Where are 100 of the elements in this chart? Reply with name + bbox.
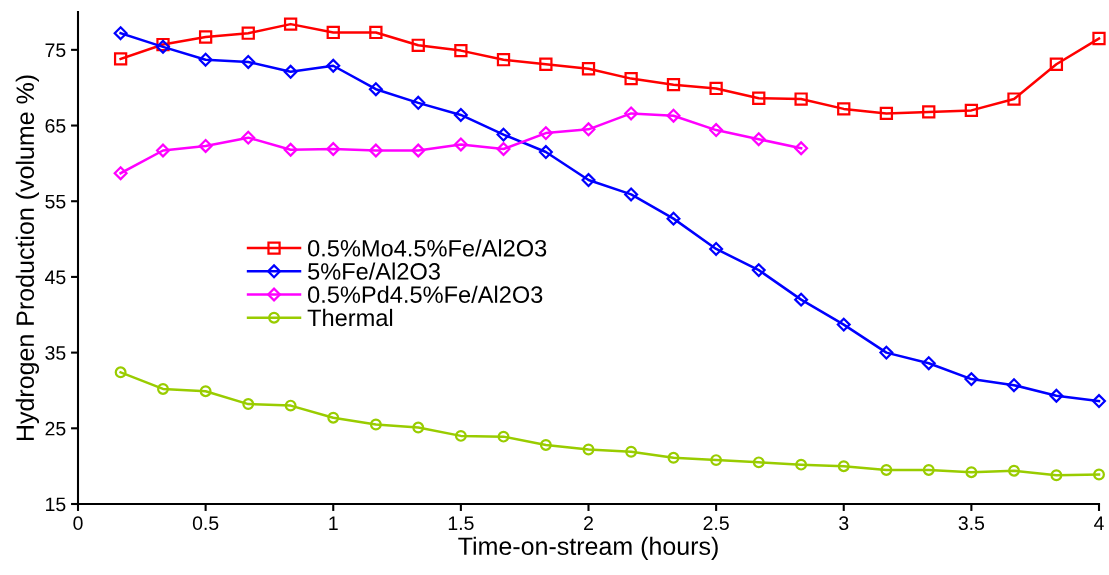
point [710, 454, 723, 467]
legend-label: 5%Fe/Al2O3 [308, 262, 440, 280]
point [327, 411, 340, 424]
point [497, 430, 510, 443]
point [284, 399, 297, 412]
point [795, 458, 808, 471]
point [412, 421, 425, 434]
x-tick-label: 3.5 [958, 516, 985, 531]
point [283, 17, 298, 31]
x-tick-label: 0.5 [192, 516, 219, 531]
point [922, 463, 935, 476]
point [241, 54, 256, 69]
y-axis-title: Hydrogen Production (volume %) [15, 75, 40, 441]
point [921, 356, 936, 371]
point [368, 82, 383, 97]
x-tick-label: 2.5 [703, 516, 729, 531]
point [1093, 468, 1105, 481]
point [283, 64, 298, 79]
point [879, 345, 894, 360]
point [581, 122, 596, 137]
point [1007, 378, 1021, 393]
point [624, 71, 638, 86]
point [411, 95, 426, 110]
point [411, 38, 425, 52]
point [1092, 31, 1106, 46]
point [751, 132, 766, 147]
point [965, 466, 978, 479]
point [751, 263, 766, 278]
point [964, 372, 979, 387]
y-tick-label: 65 [45, 119, 66, 133]
point [496, 127, 511, 142]
point [1049, 57, 1064, 71]
point [113, 26, 128, 41]
point [666, 108, 681, 123]
point [879, 106, 894, 121]
point [496, 142, 511, 157]
point [411, 143, 426, 158]
point [666, 78, 681, 92]
point [113, 166, 128, 181]
point [198, 138, 213, 153]
point [1008, 464, 1020, 477]
y-tick-label: 75 [45, 43, 66, 58]
point [581, 62, 596, 76]
point [582, 443, 595, 456]
x-tick-label: 3 [839, 516, 849, 531]
point [538, 126, 553, 141]
point [496, 53, 511, 67]
point [326, 142, 341, 157]
point [198, 30, 213, 44]
point [880, 463, 893, 476]
point [922, 105, 936, 119]
point [454, 429, 467, 442]
point [368, 143, 383, 158]
y-tick-label: 45 [45, 270, 66, 285]
y-tick-label: 25 [45, 421, 66, 436]
point [539, 57, 553, 71]
x-tick-label: 0 [73, 516, 83, 531]
point [1007, 92, 1021, 106]
point [114, 366, 127, 379]
point [794, 92, 808, 106]
point [1050, 469, 1063, 482]
point [538, 145, 553, 160]
x-axis-title: Time-on-stream (hours) [458, 536, 718, 560]
point [453, 107, 468, 122]
point [539, 438, 552, 451]
x-tick-label: 4 [1094, 516, 1104, 530]
point [326, 58, 341, 73]
point [836, 317, 851, 332]
point [624, 187, 639, 202]
point [666, 211, 681, 226]
point [1092, 394, 1106, 409]
point [625, 445, 638, 458]
point [156, 143, 170, 158]
point [794, 141, 809, 156]
point [709, 81, 723, 96]
point [199, 385, 212, 398]
y-tick-label: 15 [46, 497, 66, 512]
legend-label: 0.5%Pd4.5%Fe/Al2O3 [308, 285, 543, 303]
point [242, 398, 255, 411]
point [1049, 388, 1064, 403]
point [198, 52, 213, 67]
point [624, 106, 639, 121]
point [454, 43, 468, 58]
y-tick-label: 55 [45, 194, 66, 209]
point [964, 103, 979, 118]
point [241, 26, 255, 40]
point [837, 460, 850, 473]
point [453, 137, 468, 152]
y-tick-label: 35 [45, 346, 66, 360]
point [326, 25, 340, 40]
point [369, 25, 383, 40]
x-tick-label: 2 [584, 516, 593, 530]
point [794, 292, 809, 307]
point [752, 91, 766, 105]
point [581, 173, 596, 188]
legend-label: Thermal [307, 308, 393, 327]
x-tick-label: 1.5 [448, 516, 474, 531]
legend-label: 0.5%Mo4.5%Fe/Al2O3 [308, 239, 547, 257]
point [667, 451, 680, 464]
point [709, 241, 724, 256]
